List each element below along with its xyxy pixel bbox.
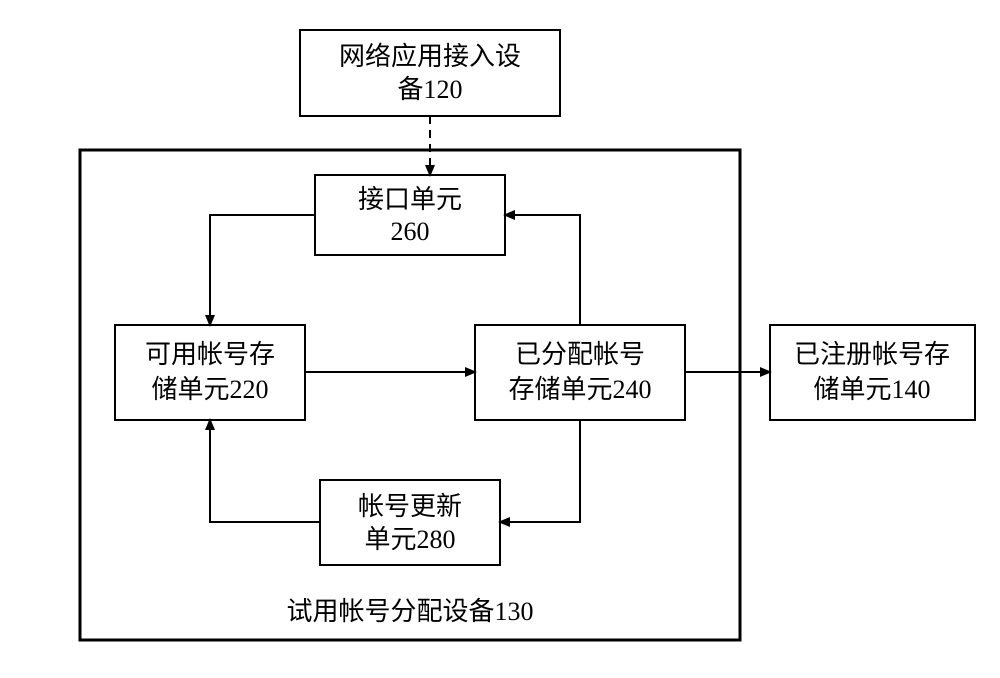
container-label: 试用帐号分配设备130 xyxy=(286,597,533,626)
node-allocated-line2: 存储单元240 xyxy=(508,375,651,404)
node-update-line2: 单元280 xyxy=(364,525,455,554)
node-top-line2: 备120 xyxy=(397,75,462,104)
node-interface-line2: 260 xyxy=(391,217,430,246)
node-top-line1: 网络应用接入设 xyxy=(339,42,521,71)
edge-allocated-update xyxy=(500,420,580,522)
node-available-line2: 储单元220 xyxy=(151,375,268,404)
node-interface-line1: 接口单元 xyxy=(358,185,462,214)
node-registered-line2: 储单元140 xyxy=(813,375,930,404)
node-allocated-line1: 已分配帐号 xyxy=(515,340,645,369)
edge-update-available xyxy=(210,420,320,522)
edge-allocated-interface xyxy=(505,215,580,325)
node-available-line1: 可用帐号存 xyxy=(145,340,275,369)
node-update-line1: 帐号更新 xyxy=(358,492,462,521)
diagram-canvas: 试用帐号分配设备130 网络应用接入设 备120 接口单元 260 可用帐号存 … xyxy=(0,0,1000,678)
edge-interface-available xyxy=(210,215,315,325)
node-registered-line1: 已注册帐号存 xyxy=(794,340,950,369)
